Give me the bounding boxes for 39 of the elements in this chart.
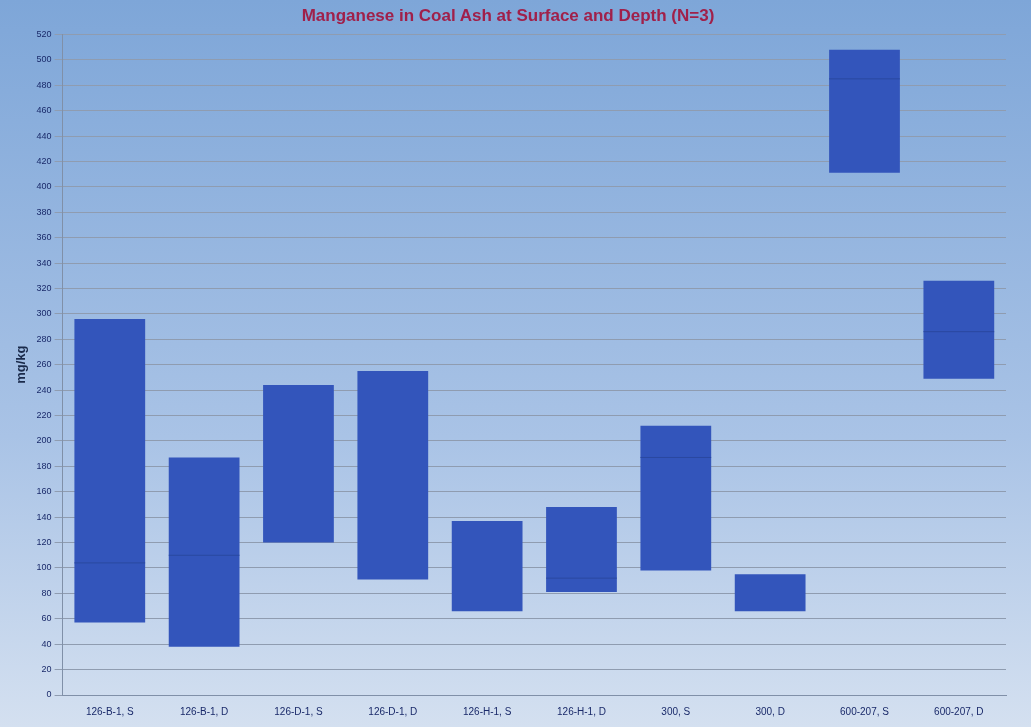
y-tick-label: 340 — [36, 257, 52, 268]
y-tick-label: 260 — [36, 359, 52, 370]
y-tick-label: 320 — [36, 282, 52, 293]
y-tick-label: 60 — [41, 613, 52, 624]
y-tick-label: 20 — [41, 664, 52, 675]
y-tick-label: 100 — [36, 562, 52, 573]
y-tick-label: 240 — [36, 384, 52, 395]
y-tick-label: 420 — [36, 155, 52, 166]
y-tick-label: 520 — [36, 28, 52, 39]
x-tick-label: 126-H-1, D — [557, 705, 606, 717]
y-tick-label: 480 — [36, 79, 52, 90]
y-tick-label: 180 — [36, 460, 52, 471]
x-tick-label: 126-D-1, S — [274, 705, 323, 717]
y-tick-label: 360 — [36, 232, 52, 243]
y-tick-label: 0 — [46, 689, 52, 700]
y-tick-label: 460 — [36, 105, 52, 116]
x-tick-label: 600-207, S — [840, 705, 890, 717]
y-tick-label: 220 — [36, 410, 52, 420]
y-tick-label: 400 — [36, 181, 52, 192]
y-tick-label: 300 — [36, 308, 52, 319]
y-tick-label: 380 — [36, 206, 52, 217]
y-tick-label: 500 — [36, 54, 52, 65]
x-tick-label: 126-B-1, S — [85, 705, 135, 717]
x-tick-label: 600-207, D — [934, 705, 984, 717]
y-axis-title: mg/kg — [13, 345, 29, 384]
chart-title: Manganese in Coal Ash at Surface and Depth (N=3) — [301, 5, 715, 25]
y-tick-label: 200 — [36, 435, 52, 446]
y-tick-label: 140 — [36, 511, 52, 522]
x-tick-label: 300, D — [755, 705, 785, 717]
y-tick-label: 40 — [41, 638, 52, 649]
y-tick-label: 280 — [36, 333, 52, 344]
x-tick-label: 126-H-1, S — [462, 705, 512, 717]
y-tick-label: 160 — [36, 486, 52, 497]
x-tick-label: 126-D-1, D — [368, 705, 418, 717]
x-tick-label: 126-B-1, D — [179, 705, 229, 717]
x-tick-label: 300, S — [661, 705, 691, 717]
y-tick-label: 80 — [41, 587, 52, 598]
y-tick-label: 120 — [36, 537, 52, 548]
y-tick-label: 440 — [36, 130, 52, 141]
